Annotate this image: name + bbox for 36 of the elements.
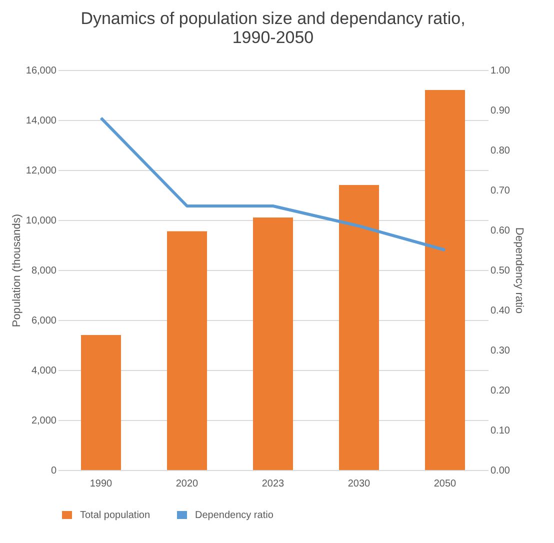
line-series (100, 116, 446, 252)
x-tick-label: 2020 (176, 478, 199, 490)
y2-tick-label: 0.20 (490, 386, 510, 396)
y-tick-label: 2,000 (31, 416, 57, 426)
y2-tick-label: 0.40 (490, 306, 510, 316)
y2-tick-label: 0.70 (490, 186, 510, 196)
y-tick-label: 0 (50, 466, 57, 476)
y2-tick-label: 0.50 (490, 266, 510, 276)
y2-tick-label: 0.90 (490, 106, 510, 116)
bar (253, 218, 293, 470)
x-tick-label: 2023 (262, 478, 285, 490)
legend-label: Dependency ratio (195, 510, 274, 521)
y-tick-label: 14,000 (26, 116, 57, 126)
y-axis-title: Population (thousands) (10, 214, 23, 328)
y2-tick-label: 0.30 (490, 346, 510, 356)
y-tick-label: 6,000 (31, 316, 57, 326)
legend-label: Total population (80, 510, 150, 521)
y-tick-label: 16,000 (26, 66, 57, 76)
y2-tick-label: 0.10 (490, 426, 510, 436)
y-tick-label: 8,000 (31, 266, 57, 276)
y2-axis-title: Dependency ratio (512, 227, 525, 314)
y-tick-label: 10,000 (26, 216, 57, 226)
y2-tick-label: 0.60 (490, 226, 510, 236)
y2-tick-label: 0.00 (490, 466, 510, 476)
y2-tick-label: 0.80 (490, 146, 510, 156)
y2-tick-label: 1.00 (490, 66, 510, 76)
bar (339, 185, 379, 470)
bar (167, 231, 207, 470)
chart-title: Dynamics of population size and dependancy ratio, 1990-2050 (80, 9, 466, 47)
x-tick-label: 2050 (434, 478, 457, 490)
bar (425, 90, 465, 470)
bar (81, 335, 121, 470)
y-tick-label: 12,000 (26, 166, 57, 176)
x-tick-label: 2030 (348, 478, 371, 490)
x-tick-label: 1990 (90, 478, 113, 490)
y-tick-label: 4,000 (31, 366, 57, 376)
